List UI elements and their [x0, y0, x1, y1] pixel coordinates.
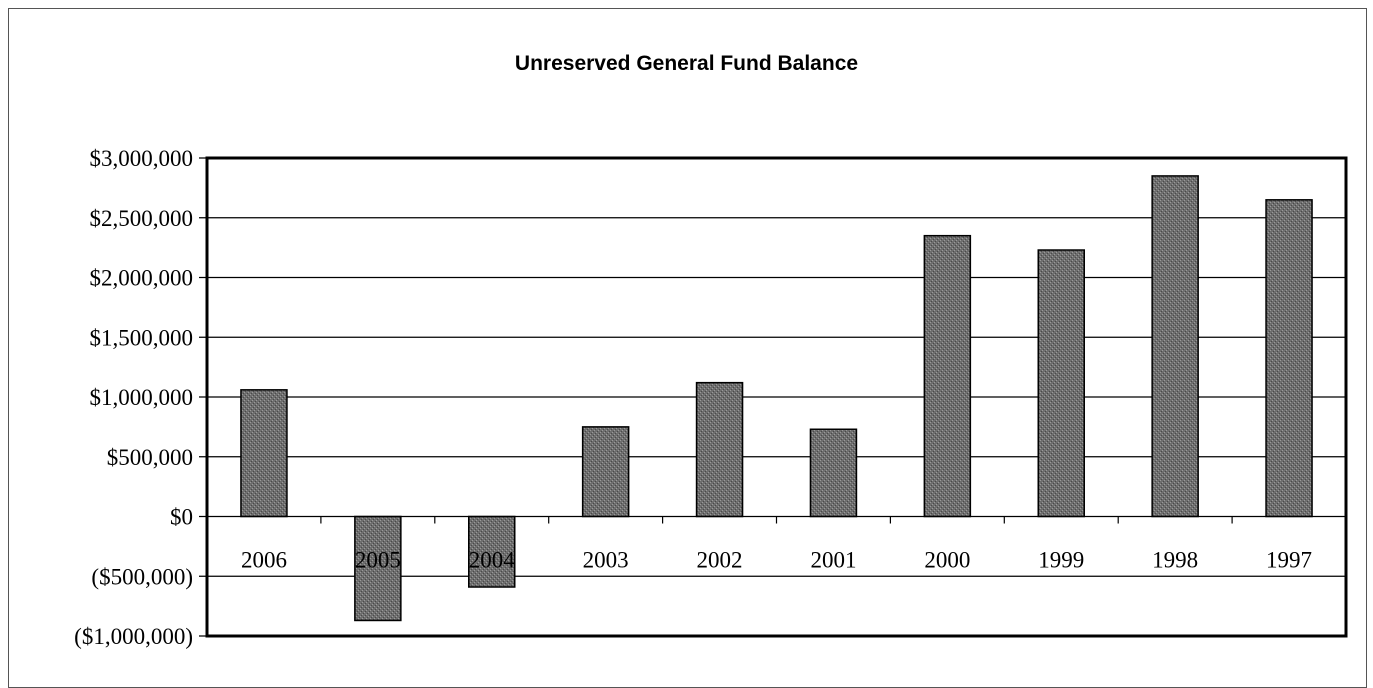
- y-tick-label: $2,000,000: [90, 266, 194, 291]
- bar-2001: [809, 428, 858, 518]
- bar-2000: [923, 234, 972, 518]
- y-tick-label: $1,000,000: [90, 385, 194, 410]
- x-tick-label: 2002: [697, 548, 743, 573]
- bar-2003: [581, 426, 630, 518]
- chart-title: Unreserved General Fund Balance: [514, 52, 859, 75]
- y-axis-tick-labels: $3,000,000 $2,500,000 $2,000,000 $1,500,000…: [74, 146, 193, 649]
- x-tick-label: 2006: [241, 548, 287, 573]
- plot-area-border: [205, 156, 1348, 638]
- y-tick-label: $1,500,000: [90, 325, 194, 350]
- bar-2002: [695, 381, 744, 518]
- x-tick-label: 1998: [1152, 548, 1198, 573]
- x-tick-label: 2000: [924, 548, 970, 573]
- x-tick-label: 2003: [583, 548, 629, 573]
- y-tick-label: ($500,000): [91, 564, 193, 589]
- bar-2004: [468, 515, 516, 588]
- x-tick-label: 2005: [355, 548, 401, 573]
- y-tick-label: ($1,000,000): [74, 624, 193, 649]
- bar-2005: [354, 515, 402, 622]
- bar-2006: [240, 389, 288, 518]
- bar-1997: [1265, 199, 1313, 518]
- bars: [240, 175, 1313, 622]
- y-tick-label: $3,000,000: [90, 146, 194, 171]
- x-tick-label: 2004: [469, 548, 516, 573]
- bar-1998: [1151, 175, 1199, 518]
- y-tick-label: $2,500,000: [90, 206, 194, 231]
- x-axis-tick-labels: 2006 2005 2004 2003 2002 2001 2000 1999 1998 1997: [241, 548, 1312, 573]
- y-tick-label: $0: [170, 505, 193, 530]
- y-tick-label: $500,000: [107, 445, 193, 470]
- x-tick-label: 2001: [810, 548, 856, 573]
- chart-frame: [8, 8, 1367, 688]
- bar-1999: [1037, 249, 1085, 518]
- x-tick-label: 1999: [1038, 548, 1084, 573]
- x-tick-label: 1997: [1266, 548, 1312, 573]
